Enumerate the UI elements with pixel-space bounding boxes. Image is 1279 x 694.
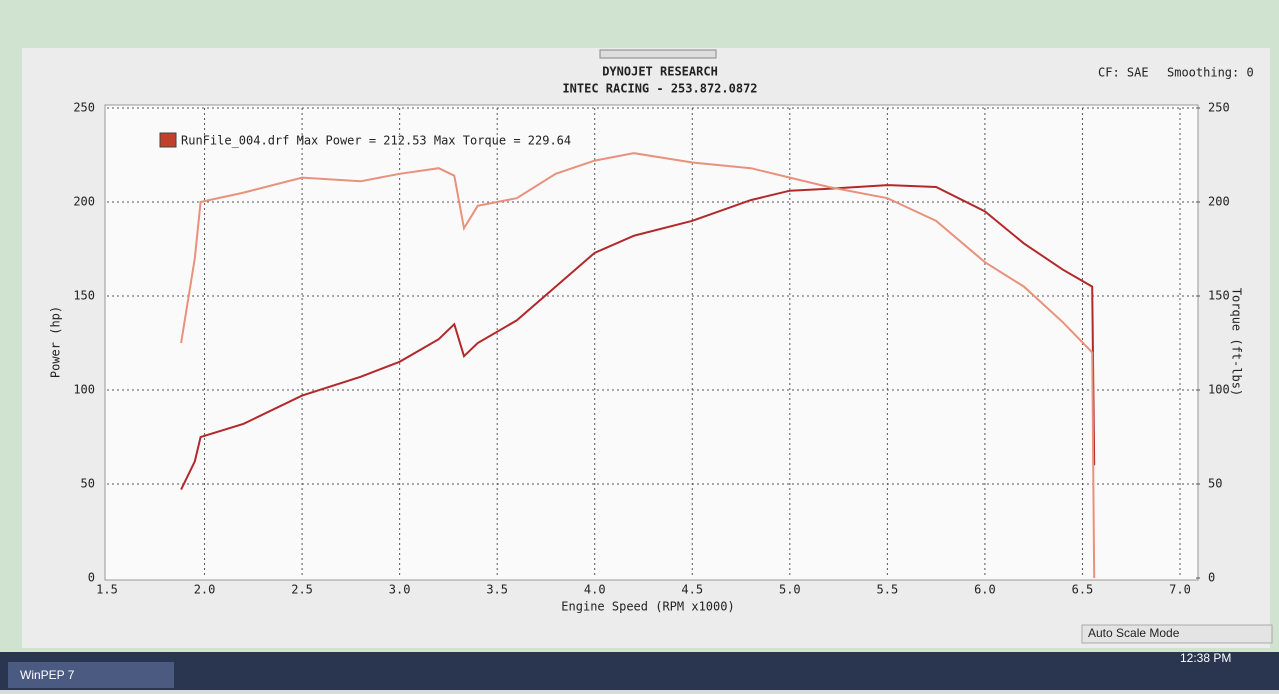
- x-tick-label: 6.5: [1072, 583, 1094, 597]
- y-tick-label: 250: [73, 101, 95, 115]
- x-tick-label: 3.0: [389, 583, 411, 597]
- x-tick-label: 7.0: [1169, 583, 1191, 597]
- x-tick-label: 5.0: [779, 583, 801, 597]
- y-tick-label: 200: [73, 195, 95, 209]
- data-line: [180, 152, 1096, 579]
- taskbar: [0, 652, 1279, 690]
- y-tick-label: 100: [73, 383, 95, 397]
- x-tick-label: 4.0: [584, 583, 606, 597]
- x-axis-label: Engine Speed (RPM x1000): [561, 600, 734, 614]
- y2-tick-label: 100: [1208, 383, 1230, 397]
- chart-title: DYNOJET RESEARCH: [602, 65, 718, 79]
- taskbar-button[interactable]: [8, 662, 174, 688]
- plot-area: [104, 104, 1199, 581]
- legend-swatch: [159, 132, 177, 148]
- y2-tick-label: 250: [1208, 101, 1230, 115]
- x-tick-label: 1.5: [96, 583, 118, 597]
- data-line: [180, 184, 1096, 491]
- correction-factor: CF: SAE: [1098, 66, 1149, 80]
- x-tick-label: 6.0: [974, 583, 996, 597]
- y2-tick-label: 50: [1208, 477, 1222, 491]
- y-tick-label: 0: [88, 571, 95, 585]
- chart-subtitle: INTEC RACING - 253.872.0872: [562, 82, 757, 96]
- y-axis-label: Power (hp): [49, 306, 63, 378]
- x-tick-label: 5.5: [877, 583, 899, 597]
- clock: 12:38 PM: [1180, 651, 1231, 665]
- status-text: Auto Scale Mode: [1088, 626, 1180, 640]
- y-tick-label: 150: [73, 289, 95, 303]
- taskbar-label: WinPEP 7: [20, 668, 75, 682]
- y2-tick-label: 0: [1208, 571, 1215, 585]
- x-tick-label: 2.5: [291, 583, 313, 597]
- x-tick-label: 3.5: [486, 583, 508, 597]
- legend-text: RunFile_004.drf Max Power = 212.53 Max T…: [181, 134, 571, 148]
- status-bar: [1081, 624, 1273, 644]
- y2-axis-label: Torque (ft-lbs): [1230, 288, 1244, 396]
- scroll-handle[interactable]: [599, 49, 717, 59]
- y2-tick-label: 200: [1208, 195, 1230, 209]
- y-tick-label: 50: [81, 477, 95, 491]
- y2-tick-label: 150: [1208, 289, 1230, 303]
- smoothing: Smoothing: 0: [1167, 66, 1254, 80]
- x-tick-label: 4.5: [681, 583, 703, 597]
- x-tick-label: 2.0: [194, 583, 216, 597]
